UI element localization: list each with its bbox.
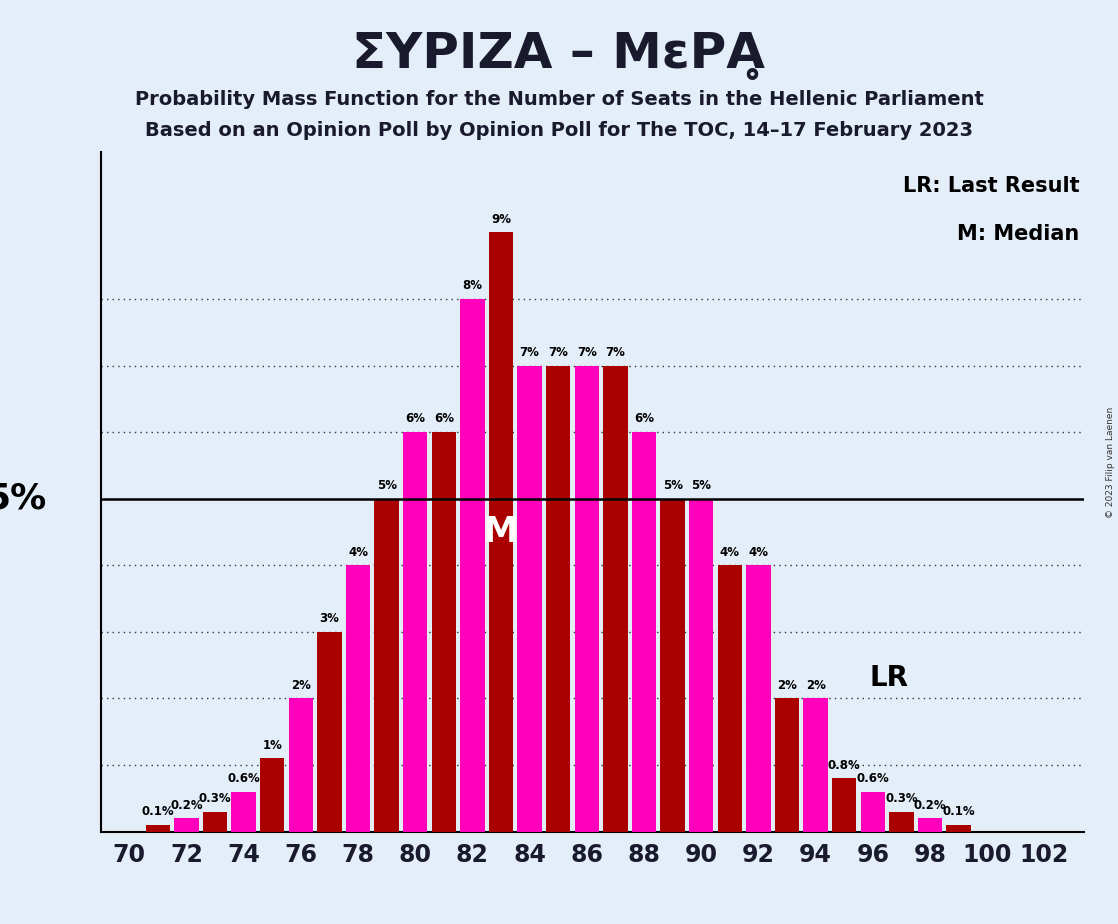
Text: 5%: 5%: [0, 481, 47, 516]
Bar: [231, 792, 256, 832]
Text: 5%: 5%: [663, 479, 683, 492]
Bar: [604, 366, 627, 832]
Bar: [747, 565, 770, 832]
Text: 5%: 5%: [691, 479, 711, 492]
Bar: [661, 499, 684, 832]
Bar: [861, 792, 885, 832]
Bar: [546, 366, 570, 832]
Text: ΣΥΡΙΖΑ – MεΡΑ̥: ΣΥΡΙΖΑ – MεΡΑ̥: [352, 32, 766, 80]
Bar: [432, 432, 456, 832]
Text: 0.2%: 0.2%: [170, 798, 202, 811]
Text: 0.3%: 0.3%: [885, 792, 918, 805]
Text: © 2023 Filip van Laenen: © 2023 Filip van Laenen: [1106, 407, 1115, 517]
Text: 0.1%: 0.1%: [142, 806, 174, 819]
Text: M: M: [483, 515, 519, 549]
Text: 2%: 2%: [291, 679, 311, 692]
Bar: [889, 811, 913, 832]
Bar: [260, 759, 284, 832]
Text: 3%: 3%: [320, 613, 340, 626]
Bar: [518, 366, 542, 832]
Bar: [918, 819, 942, 832]
Bar: [288, 699, 313, 832]
Bar: [375, 499, 399, 832]
Text: 7%: 7%: [606, 346, 625, 359]
Bar: [632, 432, 656, 832]
Bar: [202, 811, 227, 832]
Text: Probability Mass Function for the Number of Seats in the Hellenic Parliament: Probability Mass Function for the Number…: [134, 90, 984, 109]
Text: 7%: 7%: [520, 346, 540, 359]
Text: 0.6%: 0.6%: [856, 772, 889, 785]
Bar: [461, 299, 484, 832]
Text: 0.1%: 0.1%: [942, 806, 975, 819]
Text: 8%: 8%: [463, 279, 483, 292]
Bar: [174, 819, 199, 832]
Text: 1%: 1%: [263, 738, 282, 752]
Text: 0.6%: 0.6%: [227, 772, 260, 785]
Bar: [489, 232, 513, 832]
Text: 2%: 2%: [777, 679, 797, 692]
Bar: [804, 699, 827, 832]
Text: 6%: 6%: [405, 412, 425, 425]
Bar: [689, 499, 713, 832]
Text: LR: Last Result: LR: Last Result: [903, 176, 1080, 196]
Text: 4%: 4%: [348, 545, 368, 559]
Bar: [832, 778, 856, 832]
Text: 0.8%: 0.8%: [827, 759, 861, 772]
Text: 0.2%: 0.2%: [913, 798, 946, 811]
Text: 4%: 4%: [748, 545, 768, 559]
Bar: [775, 699, 799, 832]
Text: 0.3%: 0.3%: [199, 792, 231, 805]
Text: Based on an Opinion Poll by Opinion Poll for The TOC, 14–17 February 2023: Based on an Opinion Poll by Opinion Poll…: [145, 121, 973, 140]
Bar: [947, 825, 970, 832]
Text: M: Median: M: Median: [957, 224, 1080, 244]
Text: 5%: 5%: [377, 479, 397, 492]
Bar: [575, 366, 599, 832]
Bar: [345, 565, 370, 832]
Text: 9%: 9%: [491, 213, 511, 225]
Text: 7%: 7%: [577, 346, 597, 359]
Text: LR: LR: [870, 664, 909, 692]
Text: 7%: 7%: [548, 346, 568, 359]
Bar: [318, 632, 342, 832]
Bar: [718, 565, 742, 832]
Text: 6%: 6%: [634, 412, 654, 425]
Text: 4%: 4%: [720, 545, 740, 559]
Bar: [404, 432, 427, 832]
Text: 6%: 6%: [434, 412, 454, 425]
Bar: [145, 825, 170, 832]
Text: 2%: 2%: [806, 679, 825, 692]
